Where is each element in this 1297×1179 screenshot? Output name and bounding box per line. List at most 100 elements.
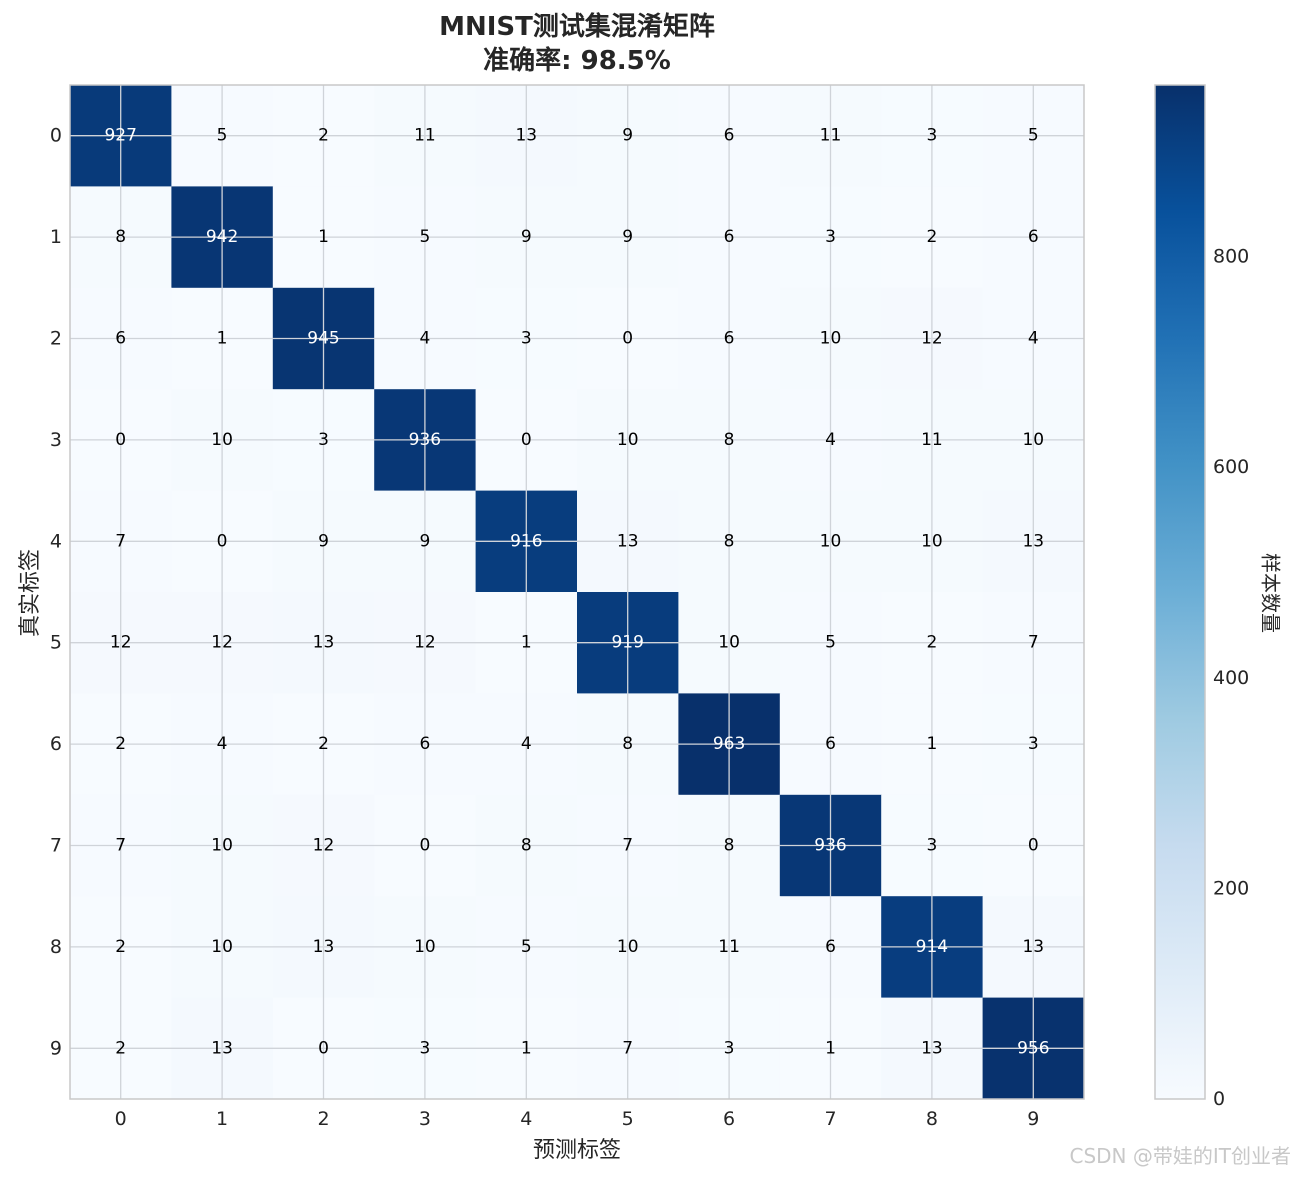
cell-value-label: 3	[724, 1038, 735, 1058]
cell-value-label: 963	[713, 734, 745, 754]
y-tick-label: 9	[50, 1037, 62, 1059]
cell-value-label: 10	[921, 531, 943, 551]
x-tick-label: 8	[926, 1108, 938, 1130]
y-tick-label: 0	[50, 125, 62, 147]
cell-value-label: 6	[724, 329, 735, 349]
cell-value-label: 0	[622, 329, 633, 349]
cell-value-label: 10	[211, 836, 233, 856]
cell-value-label: 927	[104, 126, 136, 146]
x-tick-label: 1	[216, 1108, 228, 1130]
cell-value-label: 5	[521, 937, 532, 957]
cell-value-label: 3	[926, 836, 937, 856]
colorbar-tick-label: 0	[1213, 1088, 1225, 1110]
y-tick-label: 2	[50, 328, 62, 350]
x-axis-label: 预测标签	[532, 1138, 621, 1163]
cell-value-label: 7	[1028, 633, 1039, 653]
cell-value-label: 10	[414, 937, 436, 957]
cell-value-label: 10	[211, 937, 233, 957]
colorbar-tick-label: 800	[1213, 246, 1249, 268]
y-tick-label: 6	[50, 733, 62, 755]
y-tick-label: 3	[50, 429, 62, 451]
cell-value-label: 11	[820, 126, 842, 146]
cell-value-label: 3	[926, 126, 937, 146]
x-tick-label: 4	[520, 1108, 532, 1130]
cell-value-label: 5	[419, 227, 430, 247]
cell-value-label: 2	[318, 126, 329, 146]
cell-value-label: 5	[1028, 126, 1039, 146]
x-tick-label: 5	[622, 1108, 634, 1130]
cell-value-label: 6	[724, 227, 735, 247]
cell-value-label: 4	[217, 734, 228, 754]
cell-value-label: 7	[622, 1038, 633, 1058]
watermark: CSDN @带娃的IT创业者	[1069, 1144, 1292, 1168]
x-tick-label: 2	[317, 1108, 329, 1130]
cell-value-label: 3	[521, 329, 532, 349]
y-axis-label: 真实标签	[18, 548, 43, 638]
cell-value-label: 9	[419, 531, 430, 551]
colorbar-tick-label: 200	[1213, 877, 1249, 899]
cell-value-label: 1	[521, 633, 532, 653]
cell-value-label: 942	[206, 227, 238, 247]
cell-value-label: 5	[825, 633, 836, 653]
x-tick-label: 0	[115, 1108, 127, 1130]
cell-value-label: 12	[414, 633, 436, 653]
y-tick-label: 8	[50, 936, 62, 958]
cell-value-label: 6	[115, 329, 126, 349]
cell-value-label: 12	[110, 633, 132, 653]
cell-value-label: 12	[211, 633, 233, 653]
cell-value-label: 1	[825, 1038, 836, 1058]
cell-value-label: 9	[521, 227, 532, 247]
colorbar-label: 样本数量	[1258, 553, 1283, 633]
cell-value-label: 936	[814, 836, 846, 856]
cell-value-label: 3	[1028, 734, 1039, 754]
x-tick-label: 9	[1027, 1108, 1039, 1130]
cell-value-label: 13	[211, 1038, 233, 1058]
cell-value-label: 7	[622, 836, 633, 856]
cell-value-label: 12	[313, 836, 335, 856]
cell-value-label: 0	[419, 836, 430, 856]
cell-value-label: 13	[313, 633, 335, 653]
cell-value-label: 8	[622, 734, 633, 754]
cell-value-label: 2	[115, 937, 126, 957]
cell-value-label: 914	[916, 937, 948, 957]
cell-value-label: 936	[409, 430, 441, 450]
colorbar	[1154, 84, 1206, 1100]
y-tick-label: 7	[50, 835, 62, 857]
cell-value-label: 2	[115, 1038, 126, 1058]
cell-value-label: 0	[521, 430, 532, 450]
cell-value-label: 0	[1028, 836, 1039, 856]
cell-value-label: 13	[1022, 531, 1044, 551]
cell-value-label: 4	[825, 430, 836, 450]
cell-value-label: 4	[521, 734, 532, 754]
cell-value-label: 956	[1017, 1038, 1049, 1058]
cell-value-label: 6	[724, 126, 735, 146]
cell-value-label: 10	[718, 633, 740, 653]
x-tick-label: 7	[824, 1108, 836, 1130]
cell-value-label: 7	[115, 836, 126, 856]
cell-value-label: 1	[521, 1038, 532, 1058]
cell-value-label: 8	[724, 836, 735, 856]
colorbar-tick-label: 600	[1213, 456, 1249, 478]
cell-value-label: 1	[318, 227, 329, 247]
cell-value-label: 2	[926, 633, 937, 653]
colorbar-tick-label: 400	[1213, 667, 1249, 689]
cell-value-label: 11	[414, 126, 436, 146]
cell-value-label: 11	[718, 937, 740, 957]
cell-value-label: 13	[1022, 937, 1044, 957]
cell-value-label: 10	[617, 430, 639, 450]
y-tick-label: 4	[50, 530, 62, 552]
cell-value-label: 3	[825, 227, 836, 247]
cell-value-label: 1	[926, 734, 937, 754]
chart-subtitle: 准确率: 98.5%	[483, 46, 671, 76]
cell-value-label: 1	[217, 329, 228, 349]
cell-value-label: 9	[622, 126, 633, 146]
cell-value-label: 8	[724, 531, 735, 551]
y-tick-label: 5	[50, 632, 62, 654]
cell-value-label: 13	[617, 531, 639, 551]
chart-title: MNIST测试集混淆矩阵	[439, 12, 715, 42]
cell-value-label: 6	[1028, 227, 1039, 247]
cell-value-label: 2	[926, 227, 937, 247]
cell-value-label: 3	[318, 430, 329, 450]
cell-value-label: 13	[921, 1038, 943, 1058]
